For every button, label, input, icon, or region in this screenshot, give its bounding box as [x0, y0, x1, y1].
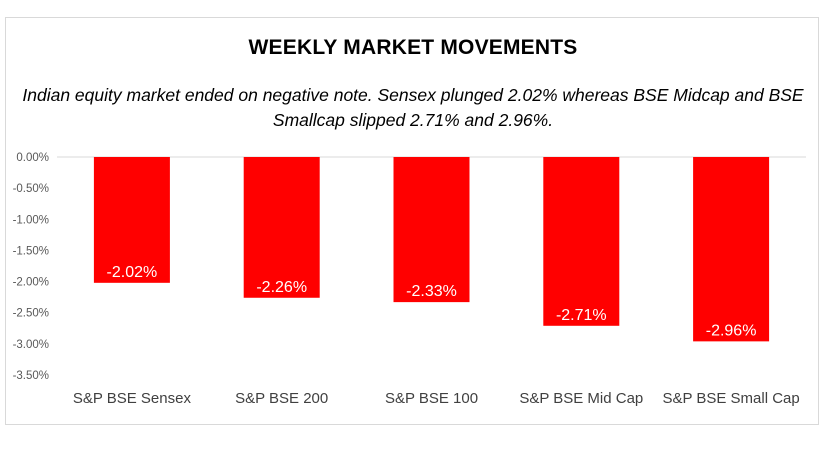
- bar: [693, 157, 770, 342]
- bar: [243, 157, 320, 298]
- chart-subtitle: Indian equity market ended on negative n…: [22, 85, 804, 130]
- chart-title: WEEKLY MARKET MOVEMENTS: [248, 36, 578, 59]
- y-tick-label: -2.50%: [13, 308, 49, 320]
- y-tick-label: -2.00%: [13, 277, 49, 289]
- category-label: S&P BSE 100: [385, 390, 478, 407]
- y-tick-label: -3.00%: [13, 339, 49, 351]
- category-label: S&P BSE Mid Cap: [519, 390, 643, 407]
- y-tick-label: 0.00%: [16, 152, 49, 164]
- data-label: -2.26%: [256, 279, 307, 296]
- bar: [543, 157, 620, 326]
- data-label: -2.33%: [406, 283, 457, 300]
- data-label: -2.02%: [107, 264, 158, 281]
- y-tick-label: -1.00%: [13, 214, 49, 226]
- data-label: -2.71%: [556, 307, 607, 324]
- data-label: -2.96%: [706, 322, 757, 339]
- bar: [393, 157, 470, 303]
- category-label: S&P BSE Small Cap: [662, 390, 799, 407]
- y-tick-label: -1.50%: [13, 245, 49, 257]
- category-label: S&P BSE Sensex: [73, 390, 192, 407]
- y-tick-label: -0.50%: [13, 183, 49, 195]
- category-label: S&P BSE 200: [235, 390, 328, 407]
- bar: [93, 157, 170, 283]
- y-tick-label: -3.50%: [13, 370, 49, 382]
